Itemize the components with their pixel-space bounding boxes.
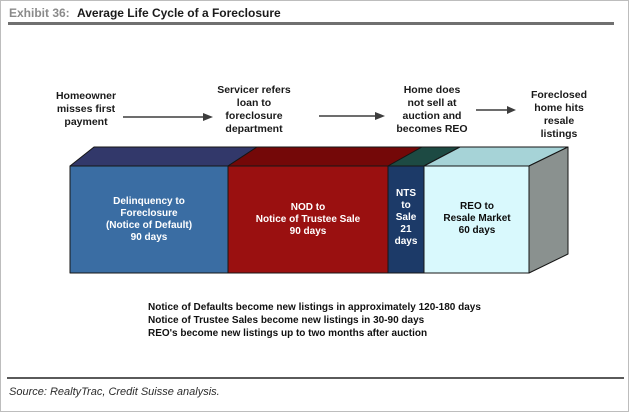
bar-side-face bbox=[528, 146, 569, 274]
arrow-right-icon bbox=[507, 106, 516, 114]
note-line: REO's become new listings up to two mont… bbox=[148, 328, 428, 339]
exhibit-header: Exhibit 36: Average Life Cycle of a Fore… bbox=[9, 6, 281, 20]
note-line: Notice of Defaults become new listings i… bbox=[148, 302, 481, 313]
flow-arrow-3 bbox=[476, 106, 516, 114]
segment-label-nts: NTS to Sale 21 days bbox=[394, 188, 418, 247]
segment-top-delinquency bbox=[69, 146, 258, 167]
footnotes: Notice of Defaults become new listings i… bbox=[148, 301, 481, 340]
segment-label-reo: REO to Resale Market 60 days bbox=[443, 201, 511, 236]
segment-label-nod: NOD to Notice of Trustee Sale 90 days bbox=[255, 202, 361, 237]
flow-step-homeowner-misses-payment: Homeowner misses first payment bbox=[55, 90, 117, 128]
arrow-right-icon bbox=[203, 113, 213, 121]
segment-label-delinquency: Delinquency to Foreclosure (Notice of De… bbox=[105, 196, 193, 243]
note-line: Notice of Trustee Sales become new listi… bbox=[148, 315, 425, 326]
flow-arrow-2 bbox=[319, 112, 385, 120]
flow-step-home-hits-resale: Foreclosed home hits resale listings bbox=[530, 89, 588, 140]
exhibit-number-label: Exhibit 36: bbox=[9, 6, 70, 20]
footer-divider bbox=[7, 377, 624, 379]
title-underline bbox=[8, 22, 614, 25]
flow-step-home-becomes-reo: Home does not sell at auction and become… bbox=[396, 84, 468, 135]
page-title: Average Life Cycle of a Foreclosure bbox=[77, 6, 281, 20]
source-attribution: Source: RealtyTrac, Credit Suisse analys… bbox=[9, 386, 220, 398]
arrow-right-icon bbox=[375, 112, 385, 120]
flow-step-servicer-refers-loan: Servicer refers loan to foreclosure depa… bbox=[217, 84, 291, 135]
segment-front-reo bbox=[423, 165, 530, 274]
flow-arrow-1 bbox=[123, 113, 213, 121]
